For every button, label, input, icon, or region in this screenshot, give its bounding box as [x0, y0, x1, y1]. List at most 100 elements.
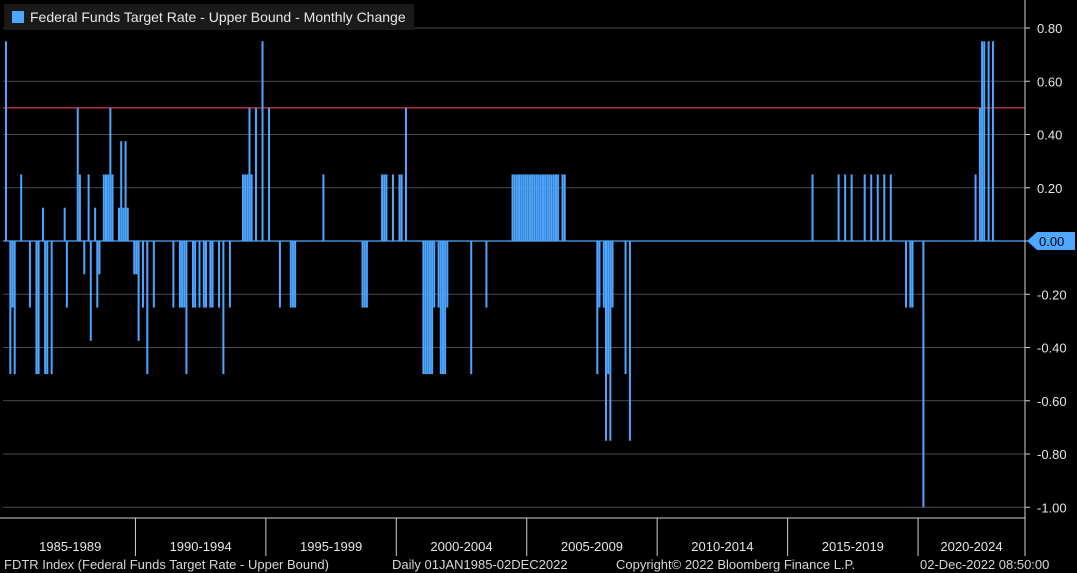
data-bar — [185, 241, 188, 375]
data-bar — [120, 141, 123, 241]
data-bar — [987, 41, 990, 241]
x-tick-label: 2015-2019 — [822, 539, 884, 554]
data-bar — [607, 241, 610, 375]
data-bar — [550, 174, 553, 241]
x-tick-label: 2010-2014 — [691, 539, 753, 554]
data-bar — [178, 241, 181, 308]
data-bar — [548, 174, 551, 241]
data-bar — [546, 174, 549, 241]
data-bar — [391, 174, 394, 241]
data-bar — [102, 174, 105, 241]
data-bar — [211, 241, 214, 308]
legend-label: Federal Funds Target Rate - Upper Bound … — [30, 9, 406, 25]
data-bar — [628, 241, 631, 441]
data-bar — [250, 174, 253, 241]
x-tick-label: 1995-1999 — [300, 539, 362, 554]
data-bar — [524, 174, 527, 241]
data-bar — [422, 241, 425, 375]
chart-area: 0.80 0.60 0.40 0.20 -0.20 -0.40 -0.60 -0.80 -1.0… — [0, 0, 1077, 556]
x-tick-label: 1990-1994 — [170, 539, 232, 554]
data-bar — [400, 174, 403, 241]
data-bar — [883, 174, 886, 241]
data-bar — [911, 241, 914, 308]
data-bar — [909, 241, 912, 308]
data-bar — [981, 41, 984, 241]
data-bar — [850, 174, 853, 241]
data-bar — [146, 241, 149, 375]
data-bar — [37, 241, 40, 375]
data-bar — [441, 241, 444, 375]
data-bar — [222, 241, 225, 375]
y-tick-label: 0.60 — [1037, 74, 1062, 89]
data-bar — [535, 174, 538, 241]
data-bar — [922, 241, 925, 508]
data-bar — [63, 207, 66, 241]
data-bar — [141, 241, 144, 308]
y-tick-label: -0.40 — [1037, 341, 1067, 356]
data-bar — [152, 241, 155, 308]
data-bar — [181, 241, 184, 308]
data-bar — [96, 241, 99, 308]
data-bar — [89, 241, 92, 341]
data-bar — [198, 241, 201, 308]
data-bar — [248, 107, 251, 241]
current-value-label: 0.00 — [1039, 234, 1064, 249]
data-bar — [557, 174, 560, 241]
data-bar — [539, 174, 542, 241]
data-bar — [876, 174, 879, 241]
data-bar — [978, 107, 981, 241]
legend-swatch — [12, 11, 24, 23]
data-bar — [294, 241, 297, 308]
y-tick-label: 0.20 — [1037, 181, 1062, 196]
data-bar — [183, 241, 186, 308]
data-bar — [98, 241, 101, 275]
data-bar — [555, 174, 557, 241]
data-bar — [278, 241, 281, 308]
data-bar — [255, 107, 257, 241]
data-bar — [446, 241, 449, 308]
data-bar — [485, 241, 488, 308]
data-bar — [137, 241, 140, 341]
x-tick-label: 2005-2009 — [561, 539, 623, 554]
data-bar — [44, 241, 47, 375]
data-bar — [28, 241, 31, 308]
data-bar — [78, 174, 81, 241]
data-bar — [520, 174, 523, 241]
data-bar — [291, 241, 294, 308]
data-bar — [889, 174, 892, 241]
data-bar — [244, 174, 247, 241]
y-tick-label: -0.60 — [1037, 394, 1067, 409]
data-bar — [111, 174, 114, 241]
footer-copyright: Copyright© 2022 Bloomberg Finance L.P. — [616, 557, 856, 572]
data-bar — [526, 174, 529, 241]
data-bar — [537, 174, 540, 241]
data-bar — [124, 141, 127, 241]
data-bar — [268, 107, 271, 241]
data-bar — [35, 241, 38, 375]
data-bar — [205, 241, 207, 308]
data-bar — [322, 174, 325, 241]
x-tick-label: 1985-1989 — [39, 539, 101, 554]
y-tick-label: -1.00 — [1037, 500, 1067, 515]
footer-range-label: Daily 01JAN1985-02DEC2022 — [392, 557, 568, 572]
data-bar — [365, 241, 368, 308]
data-bar — [261, 41, 264, 241]
data-bar — [431, 241, 434, 375]
data-bar — [122, 207, 125, 241]
data-bar — [126, 207, 129, 241]
data-bar — [11, 241, 14, 308]
data-bar — [531, 174, 534, 241]
footer-index-label: FDTR Index (Federal Funds Target Rate - … — [4, 557, 329, 572]
y-tick-label: -0.80 — [1037, 447, 1067, 462]
data-bar — [609, 241, 612, 441]
data-bar — [541, 174, 544, 241]
data-bar — [811, 174, 814, 241]
data-bar — [41, 207, 44, 241]
data-bar — [437, 241, 440, 308]
data-bar — [46, 241, 49, 375]
data-bar — [94, 207, 97, 241]
data-bar — [563, 174, 566, 241]
data-bar — [246, 174, 249, 241]
data-bar — [424, 241, 427, 375]
data-bar — [20, 174, 23, 241]
